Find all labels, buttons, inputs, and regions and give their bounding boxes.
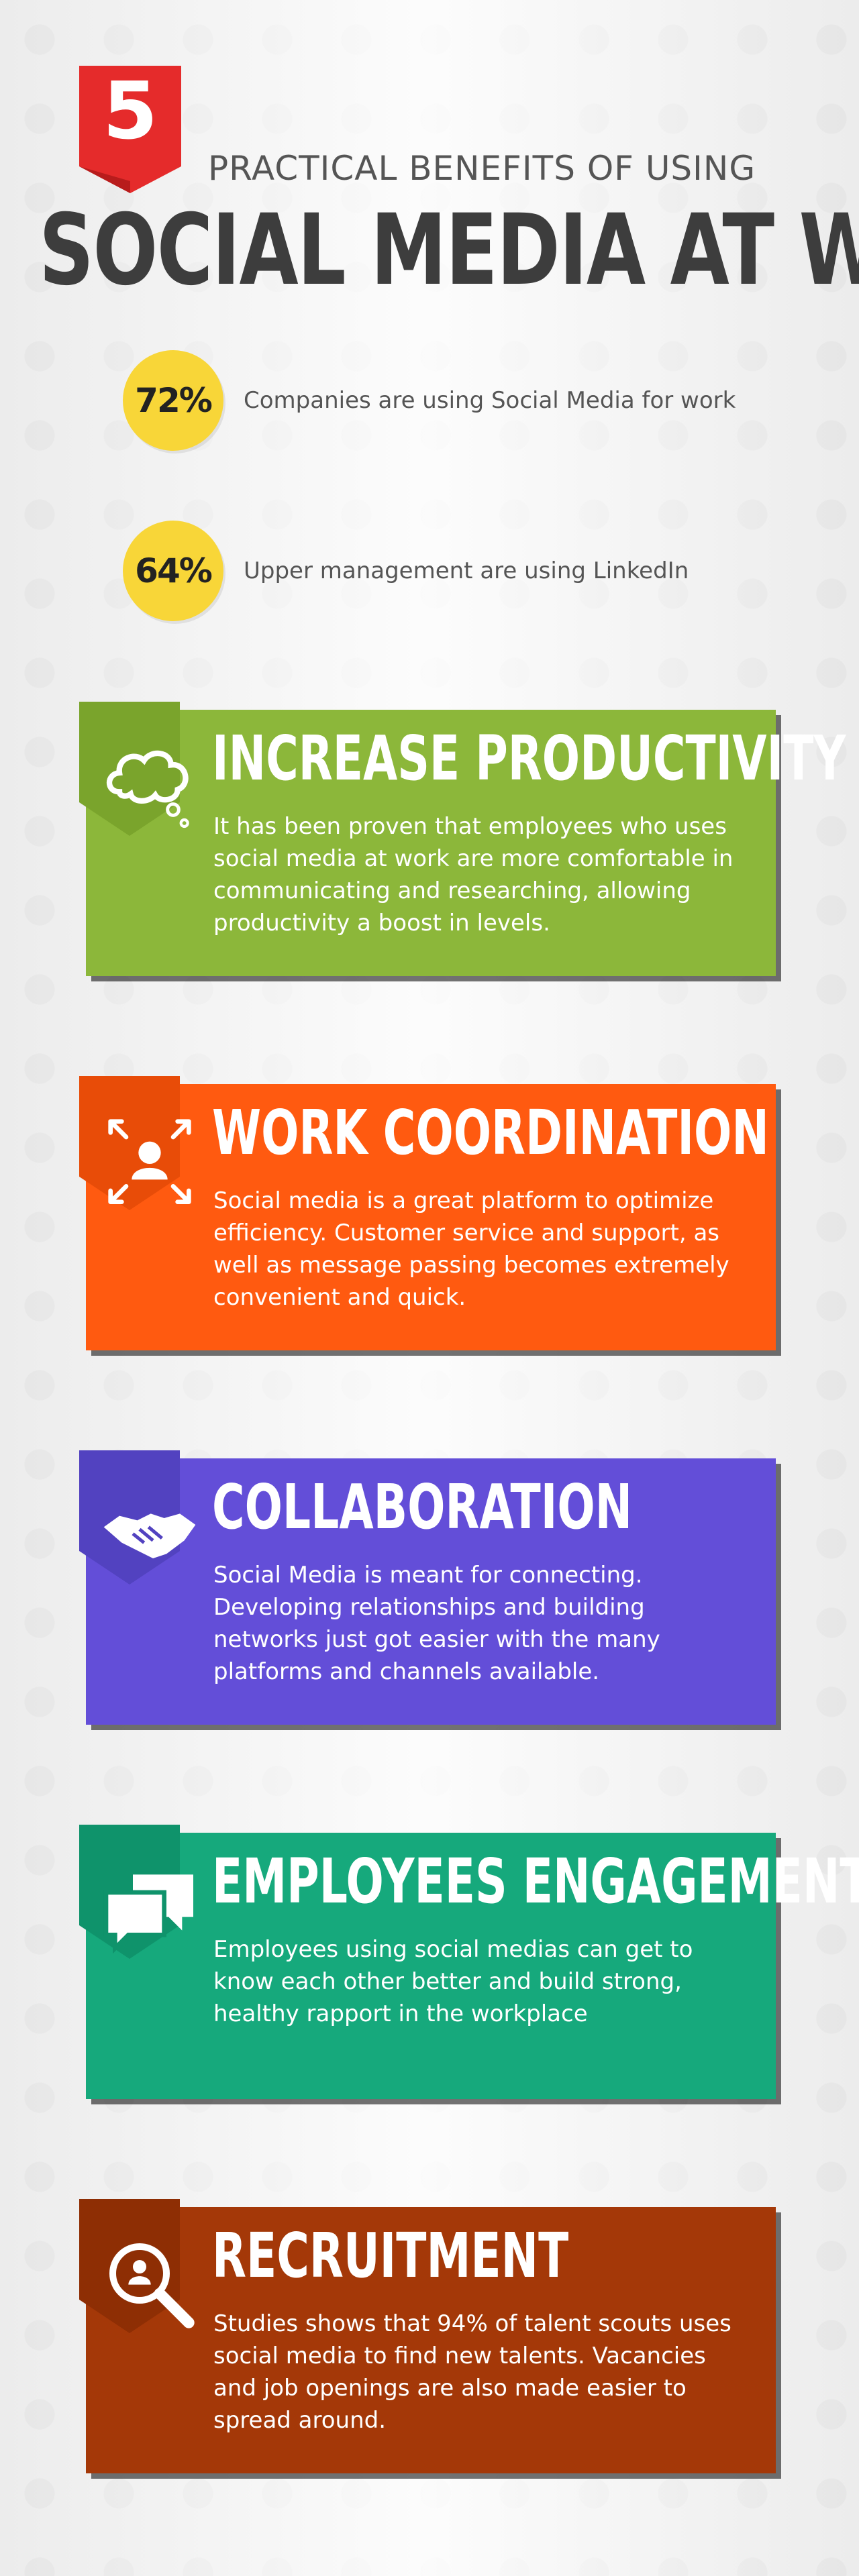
card-title: RECRUITMENT	[212, 2220, 569, 2292]
card-tag	[79, 2199, 195, 2333]
stat-item: 64% Upper management are using LinkedIn	[123, 521, 794, 621]
number-badge: 5	[79, 66, 181, 193]
card-tag	[79, 702, 189, 836]
stat-value: 64%	[135, 551, 213, 590]
benefit-card-productivity: INCREASE PRODUCTIVITY It has been proven…	[79, 702, 846, 976]
magnifier-person-icon	[99, 2216, 195, 2328]
benefit-card-engagement: EMPLOYEES ENGAGEMENT Employees using soc…	[79, 1825, 859, 2099]
card-body: It has been proven that employees who us…	[213, 813, 734, 936]
card-tag	[79, 1450, 196, 1585]
stat-circle	[123, 521, 223, 621]
card-title: EMPLOYEES ENGAGEMENT	[212, 1845, 859, 1917]
handshake-icon	[99, 1468, 196, 1558]
card-title: INCREASE PRODUCTIVITY	[212, 722, 846, 794]
card-title: WORK COORDINATION	[212, 1097, 769, 1169]
card-body: Social media is a great platform to opti…	[213, 1187, 729, 1311]
stat-item: 72% Companies are using Social Media for…	[123, 350, 794, 451]
card-body: Employees using social medias can get to…	[213, 1936, 693, 2027]
benefit-card-recruitment: RECRUITMENT Studies shows that 94% of ta…	[79, 2199, 776, 2473]
card-body: Studies shows that 94% of talent scouts …	[213, 2310, 731, 2434]
stat-text: Companies are using Social Media for wor…	[244, 387, 736, 414]
page-subtitle: PRACTICAL BENEFITS OF USING	[208, 149, 756, 188]
benefit-card-coordination: WORK COORDINATION Social media is a grea…	[79, 1076, 776, 1350]
stat-value: 72%	[135, 381, 213, 420]
card-tag	[79, 1825, 193, 1959]
thought-bubble-icon	[99, 719, 189, 828]
card-body: Social Media is meant for connecting. De…	[213, 1562, 660, 1685]
stat-circle	[123, 350, 223, 451]
person-arrows-icon	[99, 1093, 191, 1204]
page-title: SOCIAL MEDIA AT WORK	[39, 193, 859, 307]
stat-text: Upper management are using LinkedIn	[244, 557, 689, 584]
badge-number: 5	[102, 64, 158, 157]
card-title: COLLABORATION	[212, 1471, 633, 1543]
chat-bubbles-icon	[99, 1842, 193, 1954]
benefit-card-collaboration: COLLABORATION Social Media is meant for …	[79, 1450, 776, 1725]
card-tag	[79, 1076, 191, 1210]
